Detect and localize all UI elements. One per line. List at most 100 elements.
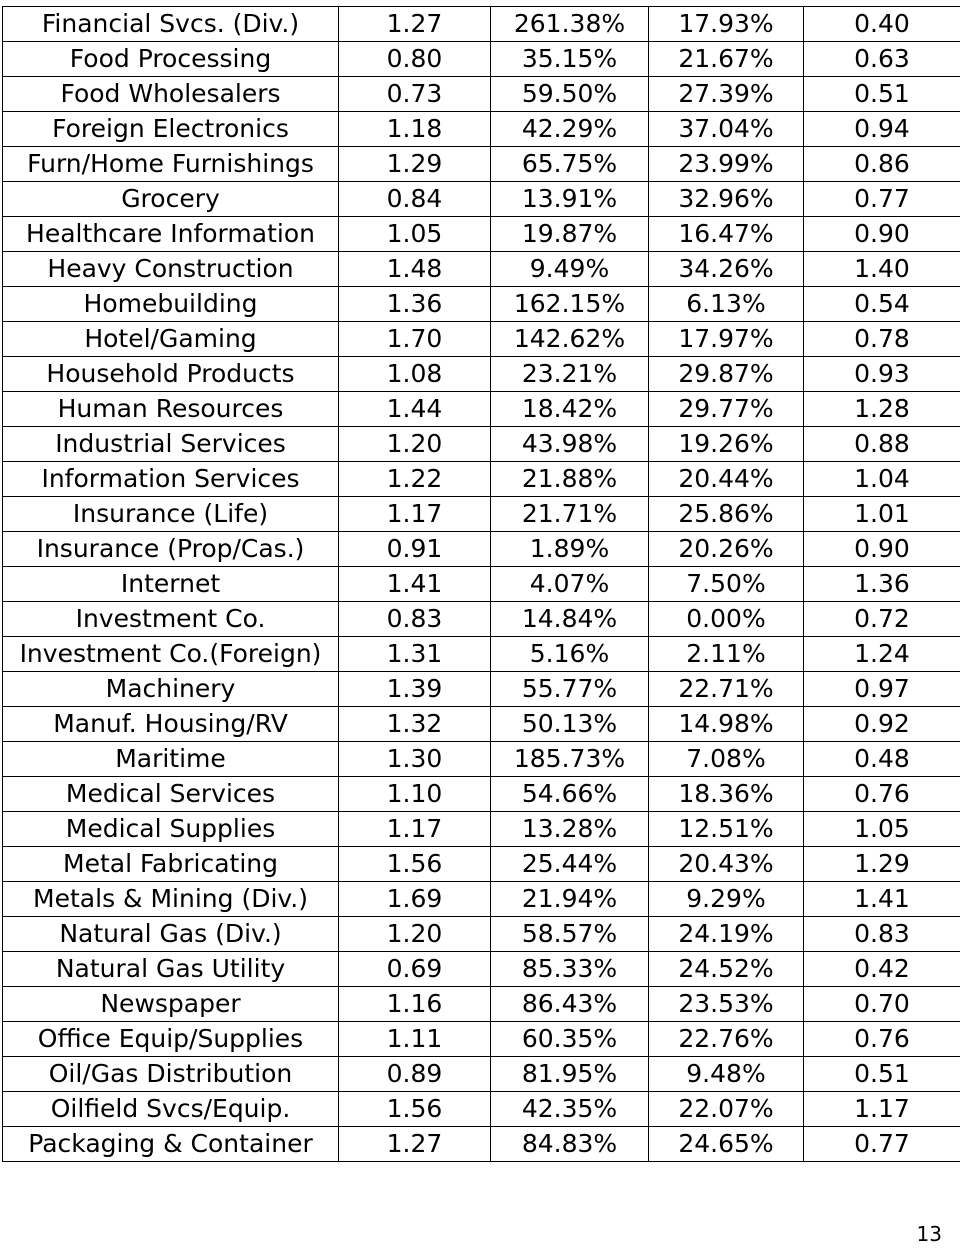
industry-cell: Food Wholesalers xyxy=(2,76,339,112)
industry-cell: Heavy Construction xyxy=(2,251,339,287)
industry-cell: Medical Services xyxy=(2,776,339,812)
table-row: Oil/Gas Distribution 0.89 81.95% 9.48% 0.51 xyxy=(2,1056,960,1092)
beta-cell: 1.44 xyxy=(338,391,491,427)
table-row: Hotel/Gaming 1.70 142.62% 17.97% 0.78 xyxy=(2,321,960,357)
beta-cell: 1.29 xyxy=(338,146,491,182)
beta-cell: 1.69 xyxy=(338,881,491,917)
unlevered-beta-cell: 1.05 xyxy=(803,811,960,847)
tax-rate-cell: 14.98% xyxy=(648,706,804,742)
debt-equity-cell: 60.35% xyxy=(490,1021,649,1057)
debt-equity-cell: 85.33% xyxy=(490,951,649,987)
table-row: Household Products 1.08 23.21% 29.87% 0.93 xyxy=(2,356,960,392)
table-row: Medical Supplies 1.17 13.28% 12.51% 1.05 xyxy=(2,811,960,847)
table-row: Human Resources 1.44 18.42% 29.77% 1.28 xyxy=(2,391,960,427)
unlevered-beta-cell: 0.72 xyxy=(803,601,960,637)
table-row: Metals & Mining (Div.) 1.69 21.94% 9.29% 1.4… xyxy=(2,881,960,917)
unlevered-beta-cell: 0.83 xyxy=(803,916,960,952)
tax-rate-cell: 12.51% xyxy=(648,811,804,847)
industry-cell: Investment Co.(Foreign) xyxy=(2,636,339,672)
beta-cell: 0.84 xyxy=(338,181,491,217)
industry-cell: Food Processing xyxy=(2,41,339,77)
industry-cell: Investment Co. xyxy=(2,601,339,637)
debt-equity-cell: 5.16% xyxy=(490,636,649,672)
unlevered-beta-cell: 0.90 xyxy=(803,531,960,567)
table-row: Financial Svcs. (Div.) 1.27 261.38% 17.93% 0… xyxy=(2,6,960,42)
beta-cell: 1.56 xyxy=(338,846,491,882)
tax-rate-cell: 22.07% xyxy=(648,1091,804,1127)
tax-rate-cell: 24.65% xyxy=(648,1126,804,1162)
tax-rate-cell: 7.08% xyxy=(648,741,804,777)
table-row: Oilfield Svcs/Equip. 1.56 42.35% 22.07% 1.17 xyxy=(2,1091,960,1127)
debt-equity-cell: 84.83% xyxy=(490,1126,649,1162)
debt-equity-cell: 65.75% xyxy=(490,146,649,182)
beta-cell: 1.20 xyxy=(338,916,491,952)
table-row: Homebuilding 1.36 162.15% 6.13% 0.54 xyxy=(2,286,960,322)
debt-equity-cell: 58.57% xyxy=(490,916,649,952)
table-row: Insurance (Life) 1.17 21.71% 25.86% 1.01 xyxy=(2,496,960,532)
tax-rate-cell: 6.13% xyxy=(648,286,804,322)
table-row: Natural Gas (Div.) 1.20 58.57% 24.19% 0.83 xyxy=(2,916,960,952)
industry-cell: Furn/Home Furnishings xyxy=(2,146,339,182)
tax-rate-cell: 17.97% xyxy=(648,321,804,357)
tax-rate-cell: 24.52% xyxy=(648,951,804,987)
beta-cell: 1.39 xyxy=(338,671,491,707)
debt-equity-cell: 21.71% xyxy=(490,496,649,532)
debt-equity-cell: 9.49% xyxy=(490,251,649,287)
unlevered-beta-cell: 1.01 xyxy=(803,496,960,532)
unlevered-beta-cell: 0.76 xyxy=(803,776,960,812)
beta-cell: 1.22 xyxy=(338,461,491,497)
table-row: Maritime 1.30 185.73% 7.08% 0.48 xyxy=(2,741,960,777)
debt-equity-cell: 59.50% xyxy=(490,76,649,112)
tax-rate-cell: 20.44% xyxy=(648,461,804,497)
unlevered-beta-cell: 0.48 xyxy=(803,741,960,777)
debt-equity-cell: 18.42% xyxy=(490,391,649,427)
industry-cell: Hotel/Gaming xyxy=(2,321,339,357)
unlevered-beta-cell: 1.36 xyxy=(803,566,960,602)
page-number: 13 xyxy=(916,1222,942,1246)
unlevered-beta-cell: 1.41 xyxy=(803,881,960,917)
debt-equity-cell: 21.94% xyxy=(490,881,649,917)
tax-rate-cell: 0.00% xyxy=(648,601,804,637)
industry-cell: Internet xyxy=(2,566,339,602)
beta-cell: 1.05 xyxy=(338,216,491,252)
industry-cell: Metal Fabricating xyxy=(2,846,339,882)
table-row: Food Wholesalers 0.73 59.50% 27.39% 0.51 xyxy=(2,76,960,112)
beta-cell: 0.89 xyxy=(338,1056,491,1092)
tax-rate-cell: 32.96% xyxy=(648,181,804,217)
table-row: Internet 1.41 4.07% 7.50% 1.36 xyxy=(2,566,960,602)
debt-equity-cell: 4.07% xyxy=(490,566,649,602)
unlevered-beta-cell: 1.24 xyxy=(803,636,960,672)
debt-equity-cell: 162.15% xyxy=(490,286,649,322)
debt-equity-cell: 21.88% xyxy=(490,461,649,497)
tax-rate-cell: 2.11% xyxy=(648,636,804,672)
tax-rate-cell: 24.19% xyxy=(648,916,804,952)
debt-equity-cell: 142.62% xyxy=(490,321,649,357)
beta-cell: 1.56 xyxy=(338,1091,491,1127)
table-row: Furn/Home Furnishings 1.29 65.75% 23.99% 0.8… xyxy=(2,146,960,182)
industry-cell: Office Equip/Supplies xyxy=(2,1021,339,1057)
debt-equity-cell: 50.13% xyxy=(490,706,649,742)
beta-cell: 0.69 xyxy=(338,951,491,987)
industry-cell: Oilfield Svcs/Equip. xyxy=(2,1091,339,1127)
industry-cell: Machinery xyxy=(2,671,339,707)
beta-cell: 1.11 xyxy=(338,1021,491,1057)
debt-equity-cell: 261.38% xyxy=(490,6,649,42)
debt-equity-cell: 42.35% xyxy=(490,1091,649,1127)
beta-cell: 1.10 xyxy=(338,776,491,812)
unlevered-beta-cell: 0.40 xyxy=(803,6,960,42)
debt-equity-cell: 1.89% xyxy=(490,531,649,567)
industry-cell: Financial Svcs. (Div.) xyxy=(2,6,339,42)
debt-equity-cell: 13.28% xyxy=(490,811,649,847)
unlevered-beta-cell: 0.90 xyxy=(803,216,960,252)
beta-cell: 1.48 xyxy=(338,251,491,287)
debt-equity-cell: 13.91% xyxy=(490,181,649,217)
beta-cell: 1.20 xyxy=(338,426,491,462)
beta-cell: 1.70 xyxy=(338,321,491,357)
industry-cell: Grocery xyxy=(2,181,339,217)
industry-cell: Industrial Services xyxy=(2,426,339,462)
unlevered-beta-cell: 0.78 xyxy=(803,321,960,357)
unlevered-beta-cell: 0.63 xyxy=(803,41,960,77)
industry-cell: Medical Supplies xyxy=(2,811,339,847)
data-table: Financial Svcs. (Div.) 1.27 261.38% 17.93% 0… xyxy=(2,6,960,1162)
table-row: Manuf. Housing/RV 1.32 50.13% 14.98% 0.92 xyxy=(2,706,960,742)
